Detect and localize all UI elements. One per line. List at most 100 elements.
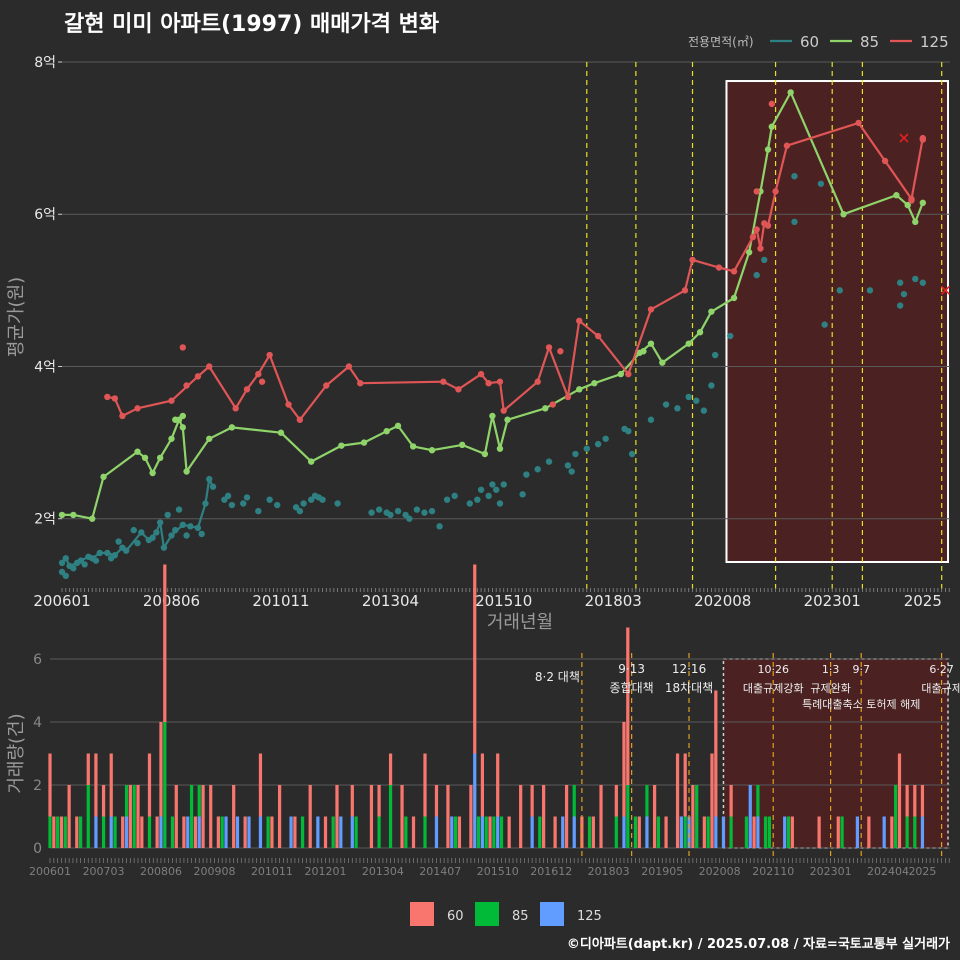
data-point-125 (730, 268, 738, 275)
data-point-60 (500, 481, 507, 488)
bar-85 (86, 785, 90, 848)
data-point-60 (436, 523, 443, 530)
data-point-85 (228, 424, 236, 431)
data-point-60 (413, 506, 421, 513)
bar-60 (564, 785, 569, 848)
data-point-60 (451, 492, 458, 500)
bar-85 (626, 785, 630, 848)
bar-60 (913, 785, 917, 817)
data-point-85 (591, 380, 598, 387)
legend-swatch-125 (540, 902, 564, 926)
bar-60 (293, 816, 297, 848)
bar-85 (786, 816, 791, 848)
data-point-60 (474, 496, 481, 503)
y-tick-label: 2억 (34, 512, 56, 528)
data-point-85 (904, 201, 911, 209)
bar-60 (174, 785, 178, 848)
data-point-85 (481, 450, 489, 458)
data-point-60 (274, 501, 281, 509)
bar-85 (756, 785, 760, 817)
bar-60 (790, 816, 794, 848)
data-point-60 (700, 407, 708, 414)
bar-85 (147, 816, 152, 848)
data-point-125 (855, 119, 862, 127)
data-point-125 (206, 363, 213, 370)
data-point-85 (277, 429, 285, 436)
data-point-85 (168, 435, 175, 442)
bar-125 (748, 785, 752, 848)
bar-60 (121, 816, 125, 848)
y-tick-label: 4억 (34, 359, 56, 375)
data-point-60 (319, 496, 326, 503)
data-point-85 (787, 89, 794, 96)
data-point-60 (466, 500, 473, 507)
bar-60 (675, 753, 680, 848)
data-point-85 (696, 329, 704, 336)
bar-85 (476, 816, 481, 848)
data-point-60 (896, 302, 904, 309)
data-point-125 (757, 245, 764, 252)
bar-60 (94, 753, 98, 817)
bar-60 (591, 816, 595, 848)
x-tick-label: 202110 (752, 865, 794, 878)
data-point-125 (881, 157, 889, 165)
bar-125 (224, 816, 228, 848)
policy-label: 특례대출축소 토허제 해제 (802, 697, 920, 711)
data-point-85 (100, 473, 107, 481)
y-axis-title: 거래량(건) (6, 713, 27, 793)
bar-60 (48, 753, 52, 817)
x-tick-label: 201201 (305, 865, 347, 878)
data-point-60 (153, 529, 160, 536)
bar-125 (622, 816, 626, 848)
bar-125 (721, 816, 726, 848)
data-point-125 (919, 136, 927, 143)
x-tick-label: 201011 (251, 865, 293, 878)
data-point-85 (183, 468, 190, 475)
data-point-125 (647, 306, 655, 313)
bar-125 (247, 816, 251, 848)
bar-60 (201, 785, 205, 848)
y-tick-label: 6 (33, 652, 42, 668)
bar-85 (404, 816, 408, 848)
data-point-85 (542, 405, 549, 412)
bar-60 (434, 785, 439, 817)
x-tick-label: 200703 (83, 865, 125, 878)
bar-125 (473, 753, 477, 848)
data-point-85 (206, 435, 213, 442)
data-point-85 (459, 441, 466, 449)
bar-85 (78, 816, 83, 848)
x-tick-label: 201304 (362, 592, 419, 610)
x-tick-label: 201803 (585, 592, 642, 610)
data-point-60 (156, 519, 164, 526)
data-point-85 (576, 386, 583, 393)
bar-85 (683, 816, 687, 848)
bar-85 (645, 785, 649, 817)
data-point-60 (496, 500, 504, 507)
bar-60 (446, 785, 450, 848)
bar-85 (220, 816, 224, 848)
bar-60 (75, 816, 79, 848)
bar-85 (905, 816, 909, 848)
data-point-60 (104, 549, 111, 557)
data-point-60 (164, 511, 171, 519)
bar-60 (86, 753, 90, 785)
data-point-60 (168, 532, 175, 539)
bar-60 (232, 785, 236, 848)
data-point-60 (519, 491, 526, 498)
bar-60 (216, 816, 220, 848)
bar-125 (434, 816, 439, 848)
data-point-60 (896, 279, 904, 286)
data-point-60 (394, 507, 402, 515)
bar-125 (756, 816, 760, 848)
data-point-85 (172, 416, 179, 423)
data-point-125 (258, 378, 266, 385)
legend-label-125: 125 (920, 33, 949, 51)
bar-60 (691, 785, 695, 848)
bar-60 (140, 816, 144, 848)
data-point-60 (628, 450, 636, 458)
data-point-60 (202, 500, 209, 507)
policy-label: 1·3 (822, 663, 840, 676)
bar-60 (637, 816, 641, 848)
y-tick-label: 0 (33, 841, 42, 857)
bar-60 (652, 785, 657, 848)
